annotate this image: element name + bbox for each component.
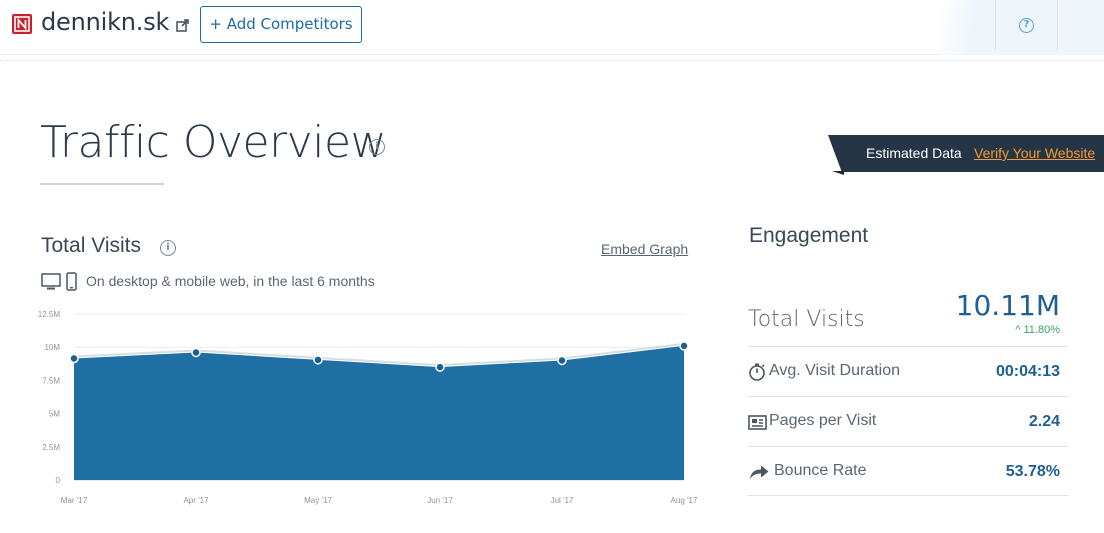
y-tick-label: 10M [44,343,60,352]
visits-line-halo [73,342,685,367]
row-value: 00:04:13 [995,363,1060,380]
desktop-icon [41,273,61,290]
embed-graph-link[interactable]: Embed Graph [601,241,689,257]
verify-website-link[interactable]: Verify Your Website [974,145,1096,161]
banner-fold [832,171,844,175]
mobile-icon [66,272,77,291]
data-point [69,353,79,364]
info-icon[interactable]: i [369,139,385,155]
y-tick-label: 7.5M [42,376,60,385]
x-tick-label: Jul '17 [551,496,574,505]
engagement-title: Engagement [749,224,869,247]
data-point [191,347,201,358]
title-underline [40,183,164,185]
stopwatch-icon [748,362,768,382]
add-competitors-button[interactable]: + Add Competitors [200,6,362,43]
data-point [679,341,689,351]
data-point [557,355,567,366]
info-icon[interactable]: i [160,240,176,256]
total-visits-chart: 0 2.5M 5M 7.5M 10M 12.5M Mar '17 Apr '17 May '17… [38,310,698,505]
total-visits-change: ^ 11.80% [990,324,1060,336]
device-icons [41,272,81,292]
avg-visit-duration-row: Avg. Visit Duration 00:04:13 [748,346,1068,396]
top-bar [0,0,1104,55]
row-value: 53.78% [1005,463,1060,480]
data-point [435,362,445,372]
row-label: Avg. Visit Duration [769,362,901,379]
y-tick-label: 2.5M [42,443,60,452]
dotted-divider [0,60,1104,61]
external-link-icon[interactable] [176,17,190,32]
estimated-data-label: Estimated Data [866,145,962,161]
total-visits-title: Total Visits [41,234,141,257]
pages-icon [748,412,768,432]
bounce-arrow-icon [748,462,769,482]
y-tick-label: 0 [56,476,61,485]
row-label: Pages per Visit [769,412,877,429]
up-chevron-icon: ^ [1015,324,1024,336]
site-name: dennikn.sk [41,8,170,36]
y-tick-label: 12.5M [38,310,61,319]
row-value: 2.24 [1028,413,1060,430]
engagement-total-visits-label: Total Visits [748,307,865,332]
engagement-total-visits-value: 10.11M [955,289,1060,322]
total-visits-subtitle: On desktop & mobile web, in the last 6 m… [86,273,375,289]
site-favicon-icon [12,14,32,34]
y-tick-label: 5M [49,410,60,419]
help-icon: ? [1019,18,1034,33]
estimated-data-banner [828,135,1104,172]
x-tick-label: Mar '17 [61,496,88,505]
help-button[interactable]: ? [995,0,1058,50]
row-label: Bounce Rate [774,462,867,479]
pages-per-visit-row: Pages per Visit 2.24 [748,396,1068,446]
x-tick-label: Aug '17 [671,496,698,505]
x-tick-label: Apr '17 [183,496,209,505]
page-title: Traffic Overview [40,117,387,168]
engagement-bottom-divider [748,495,1068,496]
data-point [313,355,323,365]
bounce-rate-row: Bounce Rate 53.78% [748,446,1068,496]
change-value: 11.80% [1023,324,1061,336]
visits-area [74,345,684,480]
x-tick-label: Jun '17 [427,496,453,505]
x-tick-label: May '17 [304,496,332,505]
